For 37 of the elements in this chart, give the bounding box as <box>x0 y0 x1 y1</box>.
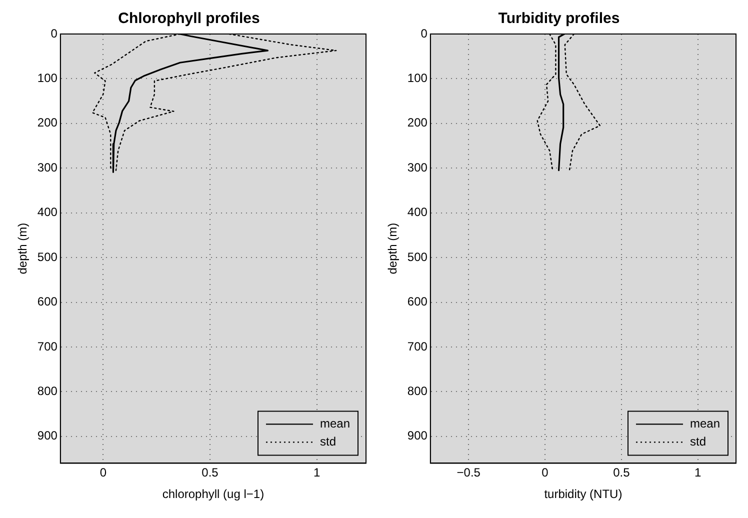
x-tick-label: 0 <box>100 466 107 480</box>
x-tick-label: −0.5 <box>456 466 481 480</box>
y-tick-label: 600 <box>407 294 428 309</box>
y-tick-label: 900 <box>37 428 58 443</box>
chart-title: Chlorophyll profiles <box>118 10 260 28</box>
x-tick-label: 0 <box>542 466 549 480</box>
legend-label: std <box>690 434 706 449</box>
y-axis-title: depth (m) <box>16 222 30 274</box>
x-tick-label: 1 <box>694 466 702 480</box>
y-tick-label: 300 <box>407 160 428 174</box>
x-tick-label: 0.5 <box>613 466 630 480</box>
y-tick-label: 700 <box>407 339 428 354</box>
y-tick-label: 900 <box>407 428 428 443</box>
x-tick-label: 0.5 <box>202 466 219 480</box>
legend-label: std <box>320 434 336 449</box>
y-tick-label: 500 <box>407 250 428 264</box>
y-tick-label: 400 <box>37 205 58 220</box>
y-tick-label: 100 <box>407 71 428 86</box>
x-axis-title: chlorophyll (ug l−1) <box>162 487 264 502</box>
chart-title: Turbidity profiles <box>498 10 620 28</box>
y-tick-label: 200 <box>37 116 58 130</box>
y-tick-label: 0 <box>50 26 58 40</box>
y-axis-title: depth (m) <box>386 222 400 274</box>
y-tick-label: 500 <box>37 250 58 264</box>
y-tick-label: 800 <box>407 384 428 398</box>
y-tick-label: 800 <box>37 384 58 398</box>
x-axis-title: turbidity (NTU) <box>544 487 622 502</box>
y-tick-label: 100 <box>37 71 58 86</box>
y-tick-label: 400 <box>407 205 428 220</box>
y-tick-label: 200 <box>407 116 428 130</box>
y-tick-label: 0 <box>420 26 428 40</box>
y-tick-label: 300 <box>37 160 58 174</box>
legend-label: mean <box>320 416 350 431</box>
x-tick-label: 1 <box>314 466 321 480</box>
y-tick-label: 600 <box>37 294 58 309</box>
y-tick-label: 700 <box>37 339 58 354</box>
legend-label: mean <box>690 416 720 431</box>
